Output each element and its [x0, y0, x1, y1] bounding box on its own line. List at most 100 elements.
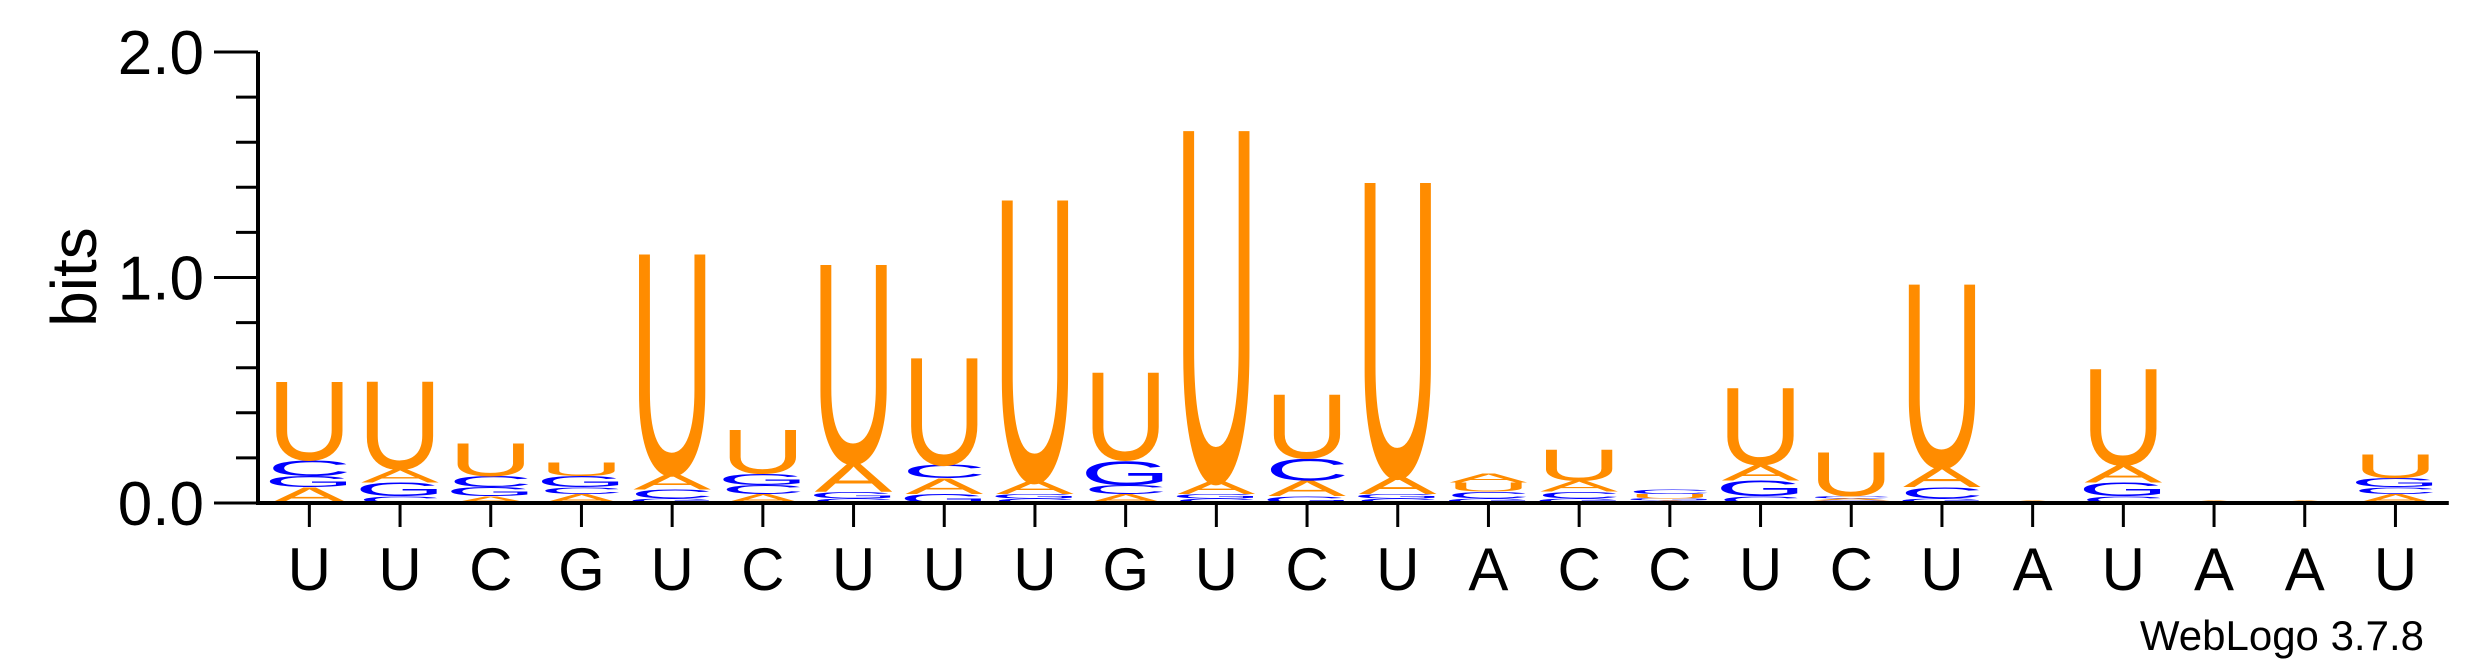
logo-letter-U: U — [1900, 229, 1984, 524]
logo-letter-U: U — [1537, 440, 1621, 490]
logo-letter-G: G — [1443, 497, 1534, 504]
logo-letter-C: C — [2353, 485, 2437, 496]
logo-letter-U: U — [630, 186, 714, 542]
y-tick-label: 1.0 — [118, 245, 204, 314]
logo-letter-G: G — [445, 485, 536, 499]
x-position-label: C — [1830, 536, 1873, 603]
weblogo-credit: WebLogo 3.7.8 — [2140, 612, 2424, 659]
logo-letter-C: C — [358, 494, 442, 505]
logo-letter-U: U — [1265, 376, 1349, 478]
logo-letter-A: A — [2084, 460, 2163, 488]
logo-letter-C: C — [267, 456, 351, 481]
x-position-label: U — [288, 536, 331, 603]
x-position-label: A — [2194, 536, 2234, 603]
x-position-label: A — [2013, 536, 2053, 603]
logo-letter-A: A — [1812, 498, 1890, 502]
logo-letter-A: A — [1903, 461, 1981, 493]
logo-letter-U: U — [449, 433, 533, 486]
x-position-label: U — [923, 536, 966, 603]
x-position-label: U — [2102, 536, 2145, 603]
logo-letter-U: U — [1446, 480, 1530, 494]
logo-letter-U: U — [993, 113, 1077, 567]
logo-letter-A: A — [1450, 471, 1529, 485]
logo-letter-G: G — [2078, 479, 2169, 500]
logo-letter-G: G — [1624, 498, 1715, 502]
logo-letter-U: U — [358, 355, 442, 496]
logo-letter-G: G — [1171, 493, 1262, 500]
logo-letter-G: G — [264, 473, 355, 491]
logo-letter-A: A — [361, 465, 439, 486]
logo-letter-G: G — [355, 479, 446, 500]
logo-letter-A: A — [1722, 460, 1800, 485]
logo-letter-G: G — [1262, 494, 1353, 505]
logo-letter-U: U — [2353, 447, 2437, 486]
x-position-label: A — [2285, 536, 2325, 603]
logo-letter-A: A — [452, 494, 531, 505]
logo-letter-C: C — [1174, 497, 1258, 504]
logo-letter-U: U — [1084, 346, 1168, 487]
logo-letter-G: G — [536, 473, 627, 491]
logo-letter-C: C — [721, 483, 805, 497]
logo-letter-C: C — [1356, 497, 1440, 504]
logo-letter-A: A — [1268, 476, 1346, 501]
logo-letter-U: U — [721, 417, 805, 488]
y-axis-title: bits — [38, 227, 110, 327]
x-position-label: C — [469, 536, 512, 603]
logo-letter-C: C — [1900, 484, 1984, 502]
x-position-label: C — [741, 536, 784, 603]
logo-letter-C: C — [1537, 490, 1621, 501]
logo-letter-U: U — [2081, 340, 2165, 495]
logo-letter-G: G — [627, 497, 718, 504]
x-position-label: U — [1376, 536, 1419, 603]
logo-letter-U: U — [1628, 493, 1712, 500]
logo-letter-U: U — [267, 359, 351, 485]
logo-letter-C: C — [1809, 496, 1893, 500]
logo-letter-C: C — [1084, 483, 1168, 497]
logo-letter-G: G — [1715, 476, 1806, 501]
logo-letter-U: U — [1718, 366, 1802, 489]
x-position-label: U — [1920, 536, 1963, 603]
logo-letter-C: C — [1628, 488, 1712, 495]
x-position-label: A — [1468, 536, 1508, 603]
y-tick-label: 0.0 — [118, 470, 204, 539]
logo-letter-G: G — [990, 493, 1081, 500]
logo-letter-G: G — [1080, 454, 1171, 493]
logo-letter-G: G — [717, 471, 808, 489]
logo-letter-C: C — [1718, 494, 1802, 505]
x-position-label: U — [1195, 536, 1238, 603]
logo-letter-A: A — [1177, 477, 1255, 498]
logo-letter-C: C — [993, 497, 1077, 504]
logo-letter-C: C — [539, 485, 623, 496]
x-position-label: U — [1013, 536, 1056, 603]
logo-letter-C: C — [811, 497, 895, 504]
logo-letter-A: A — [1540, 478, 1618, 496]
logo-letter-A: A — [633, 469, 711, 494]
logo-letter-A: A — [905, 474, 983, 499]
logo-letter-G: G — [808, 490, 899, 501]
logo-letter-A: A — [996, 477, 1074, 498]
logo-letter-C: C — [2081, 494, 2165, 505]
logo-letter-U: U — [1356, 91, 1440, 567]
logo-letter-G: G — [1352, 493, 1443, 500]
x-position-label: U — [650, 536, 693, 603]
logo-letter-G: G — [2350, 476, 2441, 490]
x-position-label: C — [1648, 536, 1691, 603]
x-position-label: C — [1557, 536, 1600, 603]
logo-letter-C: C — [1265, 452, 1349, 487]
x-position-label: U — [1739, 536, 1782, 603]
x-position-label: U — [2374, 536, 2417, 603]
x-position-label: U — [832, 536, 875, 603]
y-ticks: 0.0 1.0 2.0 — [118, 19, 258, 539]
logo-letter-C: C — [902, 461, 986, 482]
logo-letter-U: U — [1174, 23, 1258, 589]
logo-letter-C: C — [449, 473, 533, 491]
logo-letter-U: U — [902, 326, 986, 499]
logo-letter-A: A — [1359, 471, 1438, 499]
logo-letter-U: U — [1809, 439, 1893, 510]
logo-letter-C: C — [630, 487, 714, 501]
x-position-label: G — [1102, 536, 1149, 603]
logo-letter-G: G — [1897, 497, 1988, 504]
logo-letter-G: G — [1534, 497, 1625, 504]
